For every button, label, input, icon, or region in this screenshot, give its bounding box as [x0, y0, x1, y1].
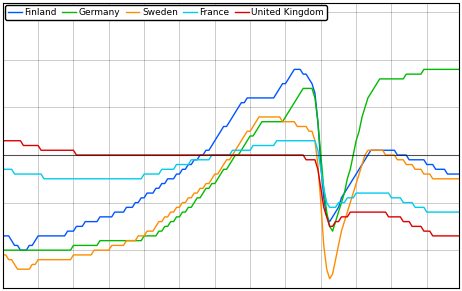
Finland — [274, 91, 280, 95]
France — [318, 168, 323, 171]
Germany — [315, 120, 321, 123]
Germany — [456, 68, 462, 71]
United Kingdom — [430, 234, 436, 238]
United Kingdom — [368, 210, 374, 214]
Finland — [118, 210, 123, 214]
United Kingdom — [456, 234, 462, 238]
Sweden — [0, 253, 6, 257]
Finland — [0, 234, 6, 238]
France — [456, 210, 462, 214]
Germany — [368, 91, 374, 95]
Sweden — [171, 210, 176, 214]
Germany — [421, 68, 426, 71]
Finland — [191, 158, 197, 162]
Sweden — [327, 277, 333, 281]
Sweden — [374, 148, 380, 152]
France — [274, 139, 280, 143]
Germany — [0, 249, 6, 252]
United Kingdom — [271, 153, 276, 157]
France — [371, 191, 377, 195]
Sweden — [274, 115, 280, 119]
Legend: Finland, Germany, Sweden, France, United Kingdom: Finland, Germany, Sweden, France, United… — [6, 6, 327, 20]
Line: France: France — [3, 141, 459, 212]
Sweden — [456, 177, 462, 180]
Finland — [374, 148, 380, 152]
Line: Sweden: Sweden — [3, 117, 459, 279]
United Kingdom — [171, 153, 176, 157]
Finland — [321, 196, 327, 200]
United Kingdom — [0, 139, 6, 143]
Sweden — [256, 115, 262, 119]
France — [188, 158, 194, 162]
United Kingdom — [315, 168, 321, 171]
Finland — [456, 172, 462, 176]
Germany — [115, 239, 121, 242]
France — [424, 210, 430, 214]
United Kingdom — [115, 153, 121, 157]
Sweden — [318, 201, 323, 204]
Sweden — [115, 244, 121, 247]
France — [115, 177, 121, 180]
France — [0, 168, 6, 171]
Line: United Kingdom: United Kingdom — [3, 141, 459, 236]
Finland — [18, 249, 23, 252]
Line: Germany: Germany — [3, 69, 459, 250]
Germany — [188, 206, 194, 209]
France — [271, 144, 276, 147]
Germany — [171, 220, 176, 223]
France — [171, 168, 176, 171]
Finland — [292, 68, 297, 71]
Germany — [271, 120, 276, 123]
Line: Finland: Finland — [3, 69, 459, 250]
United Kingdom — [188, 153, 194, 157]
Sweden — [188, 196, 194, 200]
Finland — [174, 172, 179, 176]
